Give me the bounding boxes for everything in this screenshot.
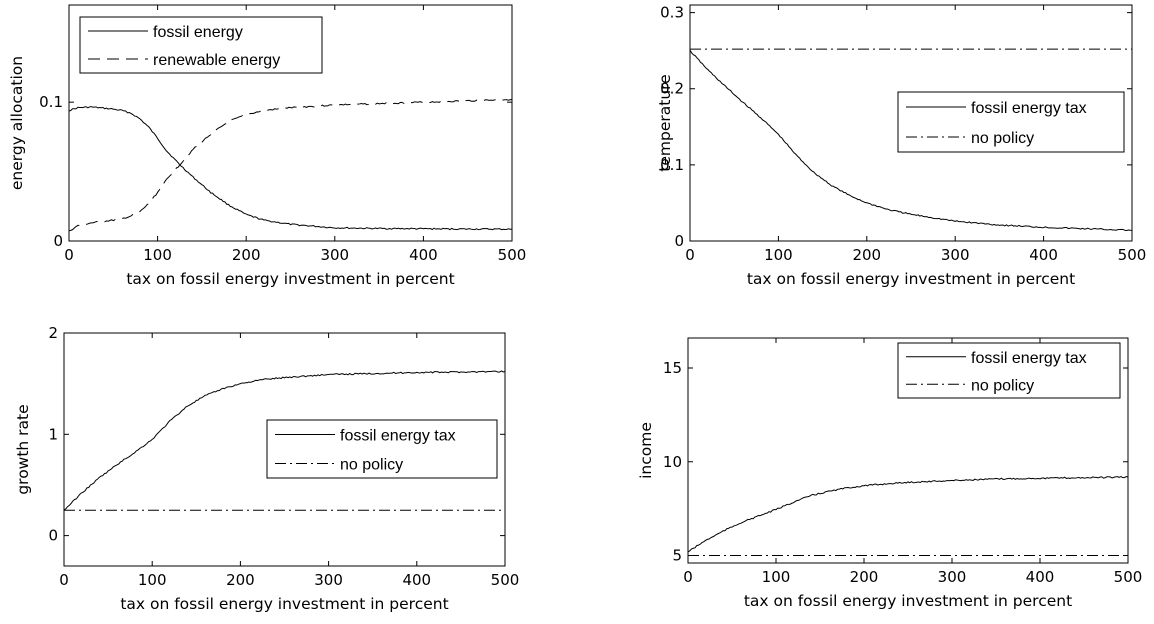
y-tick-label: 1 [48,425,58,443]
x-tick-label: 100 [143,246,172,264]
x-tick-label: 200 [852,246,881,264]
x-tick-label: 500 [1118,246,1147,264]
x-tick-label: 300 [320,246,349,264]
x-tick-label: 400 [402,571,431,589]
legend-box [79,16,323,74]
legend: fossil energy tax no policy [897,91,1125,153]
y-tick-label: 0.2 [660,80,684,98]
legend-label: fossil energy [153,24,243,41]
x-tick-label: 0 [685,246,695,264]
x-axis-label: tax on fossil energy investment in perce… [747,270,1075,288]
x-tick-label: 500 [498,246,527,264]
series-line-fossil-energy-tax [689,49,1133,232]
x-tick-label: 400 [1029,246,1058,264]
y-tick-label: 0 [48,527,58,545]
x-tick-label: 100 [764,246,793,264]
legend-label: renewable energy [153,52,280,69]
y-tick-label: 5 [672,547,682,565]
legend-label: no policy [971,130,1034,147]
x-tick-label: 400 [409,246,438,264]
y-axis-label: income [637,422,655,479]
legend-label: fossil energy tax [971,100,1087,117]
y-tick-label: 2 [48,324,58,342]
x-tick-label: 100 [762,568,791,586]
chart-panel-1: 0 100 200 300 400 500 0 0.1 tax on fossil energy… [8,4,527,288]
x-axis-label: tax on fossil energy investment in perce… [126,270,454,288]
y-axis-label: growth rate [14,404,32,494]
legend-label: no policy [971,377,1034,394]
series-line-fossil-energy-tax [687,475,1129,553]
x-tick-label: 200 [232,246,261,264]
y-axis-label: temperature [656,74,674,171]
series-line-fossil-energy [68,106,513,231]
legend-box [897,91,1125,153]
legend-label: fossil energy tax [971,350,1087,367]
x-tick-label: 500 [1114,568,1143,586]
y-axis-label: energy allocation [8,56,26,190]
chart-panel-2: 0 100 200 300 400 500 0 0.1 0.2 0.3 tax on fossil … [656,4,1146,288]
chart-panel-4: 0 100 200 300 400 500 5 10 15 tax on fossil energ… [637,337,1143,610]
x-tick-label: 0 [683,568,693,586]
x-tick-label: 300 [938,568,967,586]
legend-box [897,342,1121,399]
y-tick-label: 10 [663,453,682,471]
x-tick-label: 500 [491,571,520,589]
y-tick-label: 0.1 [39,93,63,111]
x-tick-label: 400 [1026,568,1055,586]
x-tick-label: 200 [850,568,879,586]
legend-box [266,419,498,479]
legend-label: no policy [340,457,403,474]
plot-frame [63,332,506,567]
x-tick-label: 100 [138,571,167,589]
legend: fossil energy tax no policy [897,342,1121,399]
legend: fossil energy tax no policy [266,419,498,479]
x-tick-label: 0 [64,246,74,264]
y-tick-label: 0 [53,232,63,250]
x-axis-label: tax on fossil energy investment in perce… [744,592,1072,610]
plot-frame [687,337,1129,564]
series-line-fossil-energy-tax [63,370,506,511]
y-tick-label: 15 [663,359,682,377]
chart-panel-3: 0 100 200 300 400 500 0 1 2 tax on fossil energy … [14,324,519,613]
x-tick-label: 300 [941,246,970,264]
plot-frame [689,4,1133,242]
legend: fossil energy renewable energy [79,16,323,74]
x-axis-label: tax on fossil energy investment in perce… [120,595,448,613]
y-tick-label: 0.1 [660,156,684,174]
y-tick-label: 0.3 [660,4,684,22]
x-tick-label: 300 [314,571,343,589]
y-tick-label: 0 [674,232,684,250]
x-tick-label: 200 [226,571,255,589]
legend-label: fossil energy tax [340,428,456,445]
series-line-renewable-energy [68,98,513,232]
plot-frame [68,4,513,242]
x-tick-label: 0 [59,571,69,589]
